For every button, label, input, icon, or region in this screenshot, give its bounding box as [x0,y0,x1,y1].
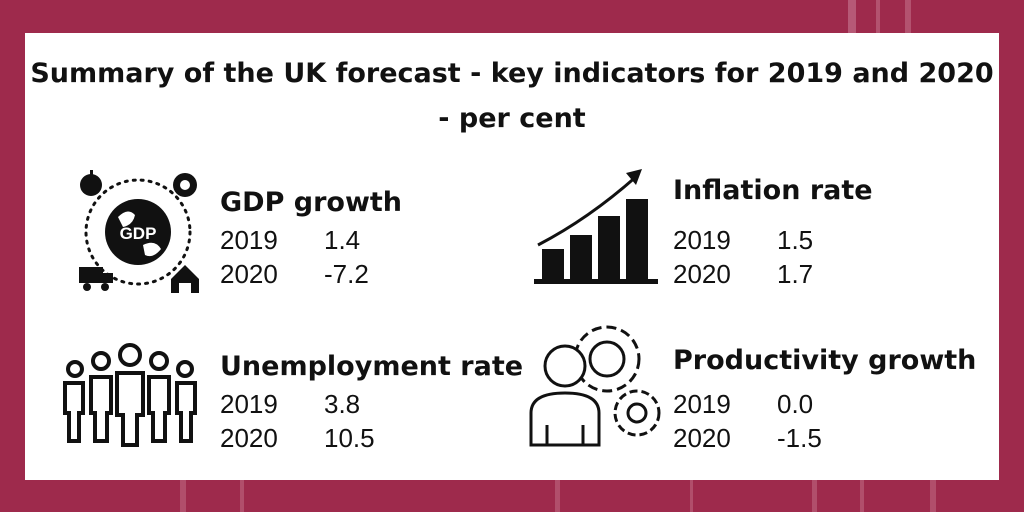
row-year: 2019 [220,225,278,255]
row-value: 3.8 [324,389,361,419]
row-year: 2019 [220,389,278,419]
row-year: 2020 [673,259,731,289]
people-group-icon [63,343,197,447]
svg-text:GDP: GDP [120,224,157,243]
indicator-row: 2019 3.8 [220,389,360,420]
row-value: 10.5 [324,423,375,453]
row-year: 2020 [220,423,278,453]
row-year: 2020 [220,259,278,289]
indicator-label: Productivity growth [673,345,977,376]
indicator-row: 2019 0.0 [673,389,813,420]
indicator-row: 2019 1.4 [220,225,360,256]
indicator-label: Unemployment rate [220,351,524,382]
row-value: 1.4 [324,225,361,255]
person-gears-icon [529,325,661,447]
row-year: 2020 [673,423,731,453]
row-value: -1.5 [777,423,822,453]
gdp-globe-icon: GDP [79,170,199,293]
row-value: -7.2 [324,259,369,289]
indicator-row: 2020 -7.2 [220,259,369,290]
indicator-label: Inflation rate [673,175,873,206]
row-value: 1.5 [777,225,814,255]
indicator-row: 2020 10.5 [220,423,375,454]
page-title: Summary of the UK forecast - key indicat… [30,58,994,134]
indicator-row: 2020 -1.5 [673,423,822,454]
row-value: 1.7 [777,259,814,289]
row-year: 2019 [673,389,731,419]
indicator-label: GDP growth [220,187,403,218]
rising-bar-chart-icon [534,169,658,284]
row-year: 2019 [673,225,731,255]
summary-card: Summary of the UK forecast - key indicat… [25,33,999,480]
indicator-row: 2020 1.7 [673,259,813,290]
row-value: 0.0 [777,389,814,419]
indicator-row: 2019 1.5 [673,225,813,256]
